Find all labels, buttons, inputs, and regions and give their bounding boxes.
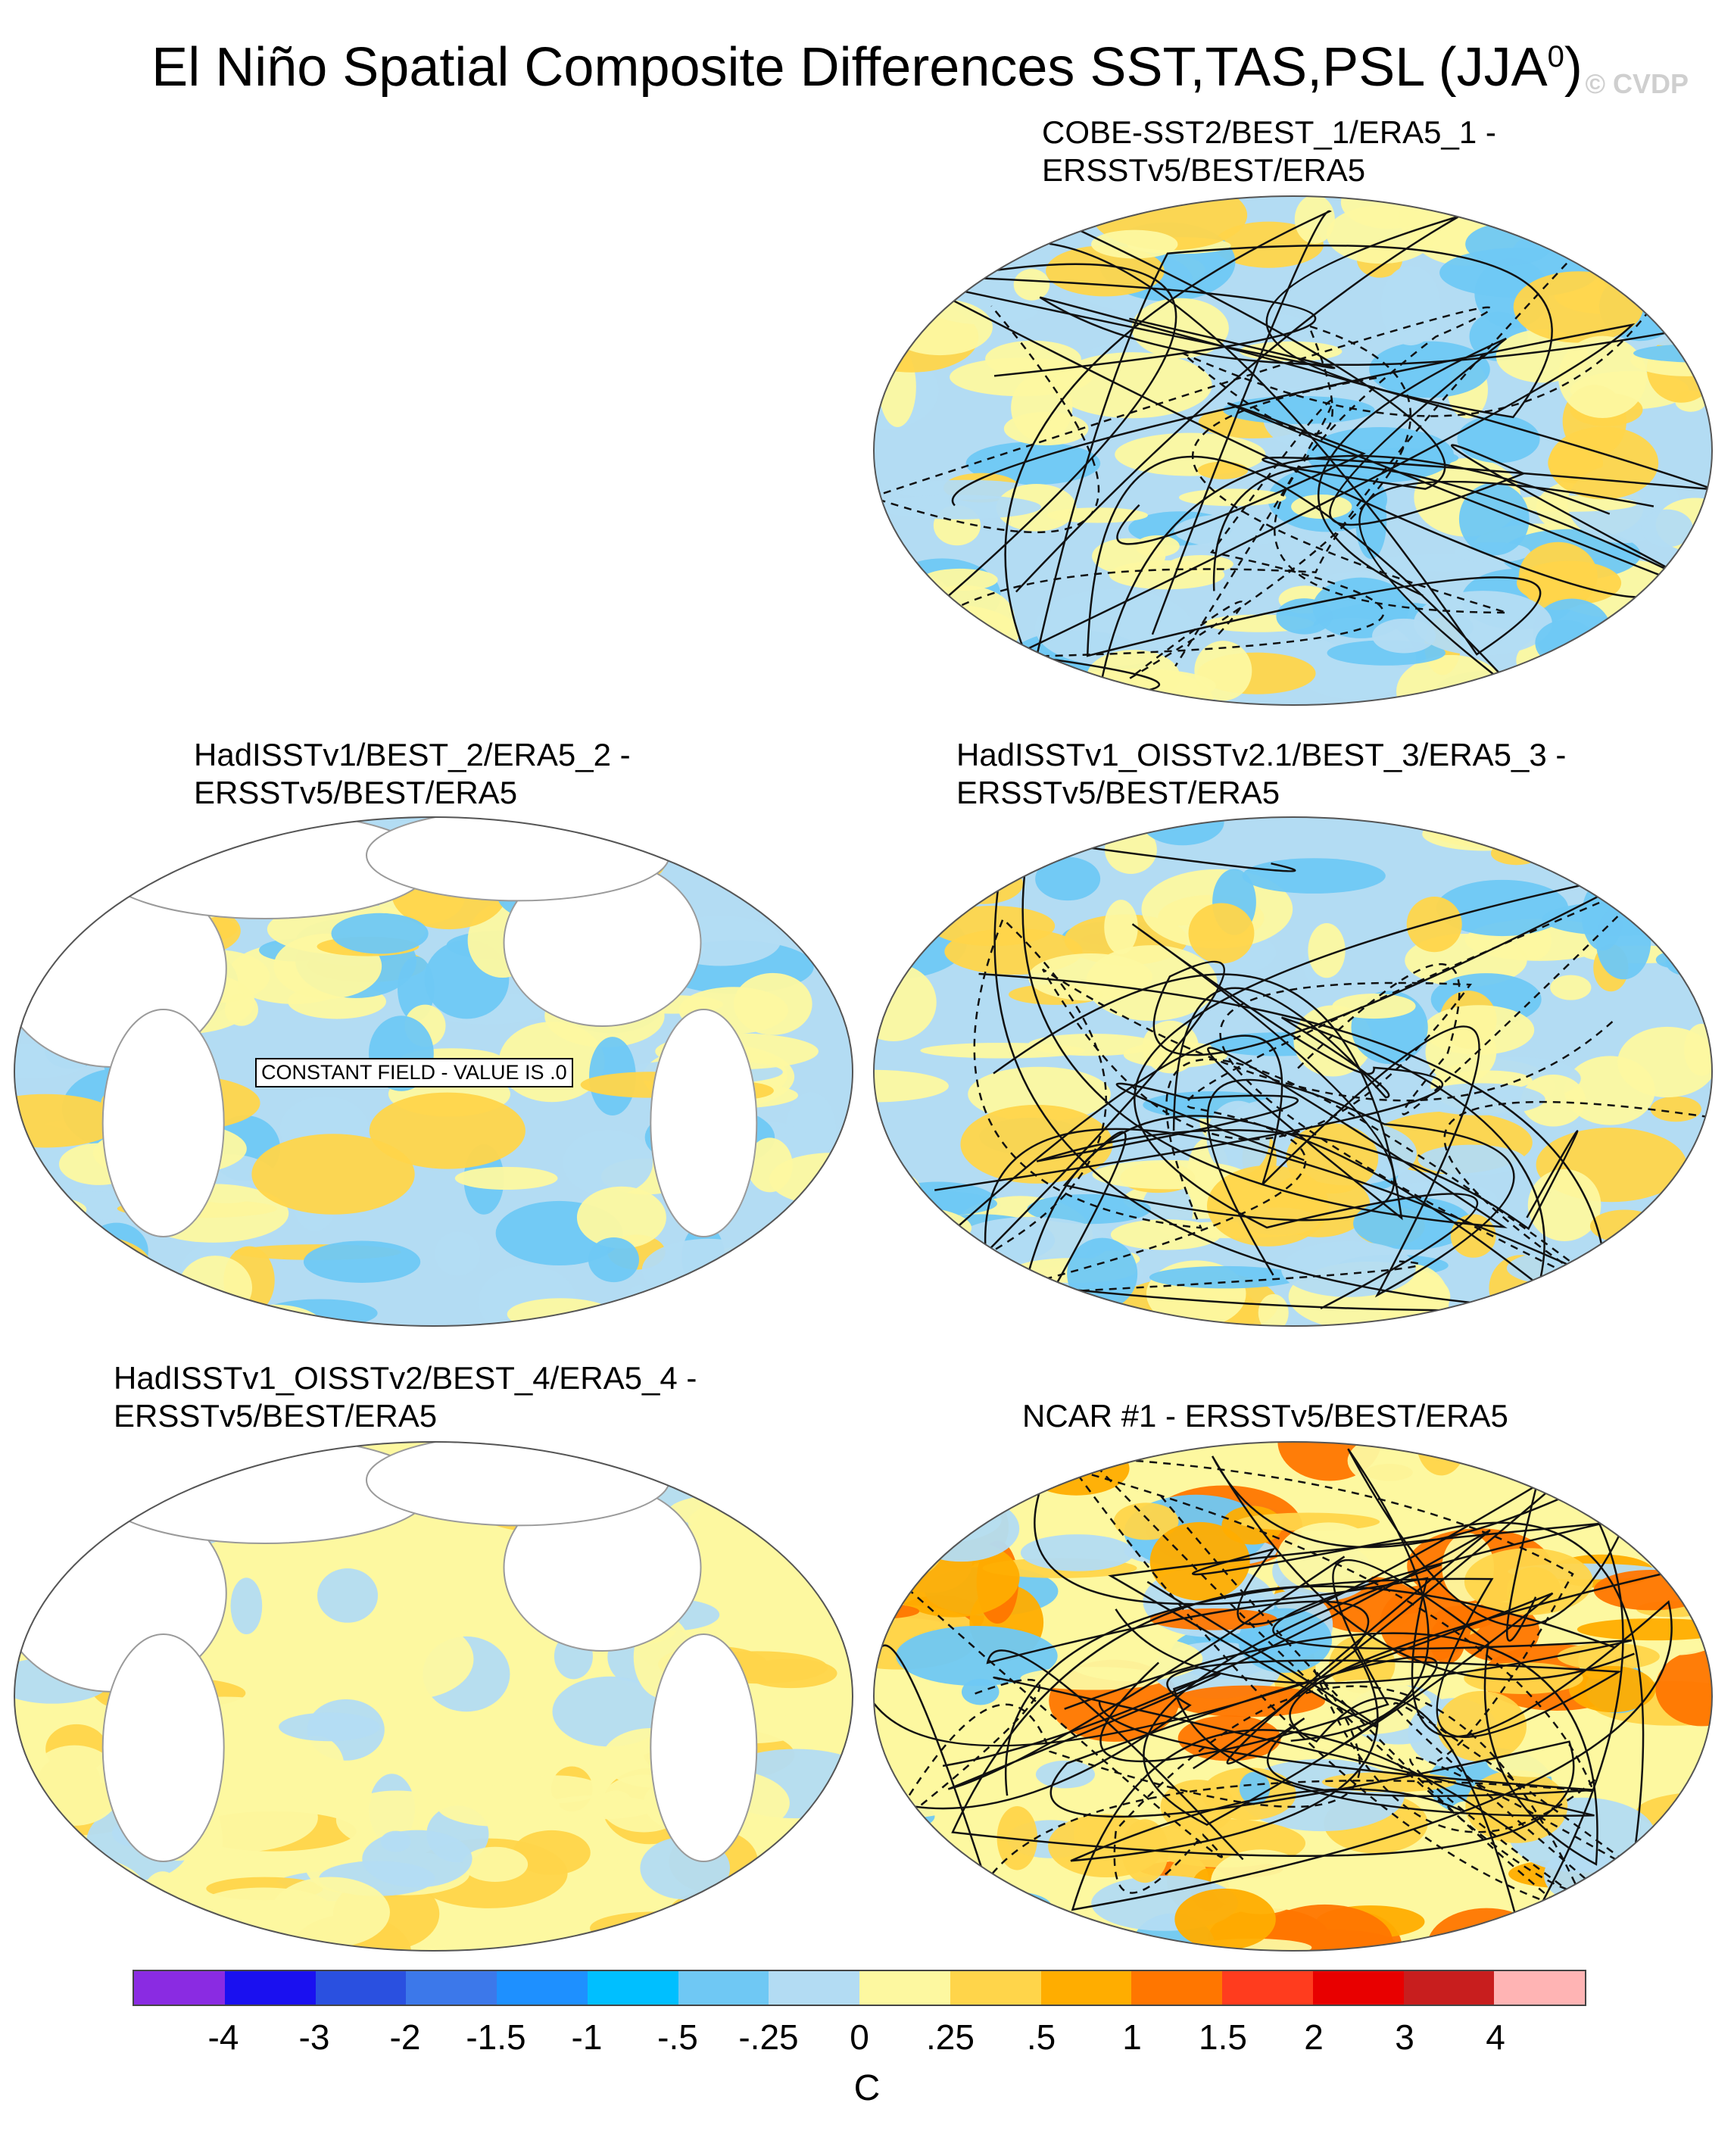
colorbar-segment (1222, 1971, 1313, 2005)
colorbar-tick-label: -4 (207, 2017, 239, 2057)
world-map (873, 816, 1713, 1327)
panel-1-map (871, 193, 1715, 708)
world-map (873, 195, 1713, 706)
colorbar-tick-label: 4 (1486, 2017, 1505, 2057)
colorbar-segment (859, 1971, 950, 2005)
colorbar-segment (1494, 1971, 1585, 2005)
watermark: © CVDP (1585, 68, 1689, 99)
panel-2-title: HadISSTv1/BEST_2/ERA5_2 - ERSSTv5/BEST/ER… (194, 737, 631, 810)
colorbar-tick-label: 1 (1122, 2017, 1142, 2057)
colorbar-tick-label: 1.5 (1199, 2017, 1247, 2057)
colorbar-tick-label: .25 (926, 2017, 975, 2057)
colorbar-segment (1131, 1971, 1222, 2005)
panel-3-map (871, 814, 1715, 1329)
colorbar-tick-label: -.5 (657, 2017, 698, 2057)
constant-field-label: CONSTANT FIELD - VALUE IS .0 (255, 1058, 573, 1087)
panel-4-title: HadISSTv1_OISSTv2/BEST_4/ERA5_4 - ERSSTv5… (114, 1360, 697, 1434)
figure-title: El Niño Spatial Composite Differences SS… (151, 37, 1583, 98)
colorbar-units: C (853, 2068, 881, 2108)
colorbar-tick-label: -.25 (738, 2017, 799, 2057)
panel-5-title: NCAR #1 - ERSSTv5/BEST/ERA5 (1022, 1398, 1508, 1434)
colorbar-segment (1312, 1971, 1404, 2005)
colorbar-segment (224, 1971, 316, 2005)
colorbar-segment (497, 1971, 588, 2005)
colorbar-segment (406, 1971, 497, 2005)
world-map (873, 1441, 1713, 1952)
colorbar-tick-label: -1 (571, 2017, 603, 2057)
colorbar-segment (950, 1971, 1041, 2005)
panel-1-title: COBE-SST2/BEST_1/ERA5_1 - ERSSTv5/BEST/ER… (1042, 114, 1496, 188)
colorbar-tick-label: 0 (850, 2017, 869, 2057)
colorbar-segment (587, 1971, 678, 2005)
colorbar-tick-label: 3 (1395, 2017, 1414, 2057)
colorbar-segment (1403, 1971, 1495, 2005)
colorbar-tick-label: 2 (1304, 2017, 1324, 2057)
colorbar-segment (315, 1971, 407, 2005)
colorbar-segment (1040, 1971, 1132, 2005)
panel-4-map (11, 1439, 856, 1954)
colorbar-segment (678, 1971, 769, 2005)
colorbar-tick-label: .5 (1026, 2017, 1056, 2057)
colorbar-segment (134, 1971, 225, 2005)
colorbar (133, 1970, 1586, 2006)
colorbar-tick-label: -3 (298, 2017, 330, 2057)
panel-3-title: HadISSTv1_OISSTv2.1/BEST_3/ERA5_3 - ERSST… (956, 737, 1567, 810)
colorbar-tick-label: -1.5 (466, 2017, 526, 2057)
colorbar-segment (769, 1971, 859, 2005)
colorbar-tick-label: -2 (389, 2017, 421, 2057)
world-map (14, 1441, 853, 1952)
panel-5-map (871, 1439, 1715, 1954)
